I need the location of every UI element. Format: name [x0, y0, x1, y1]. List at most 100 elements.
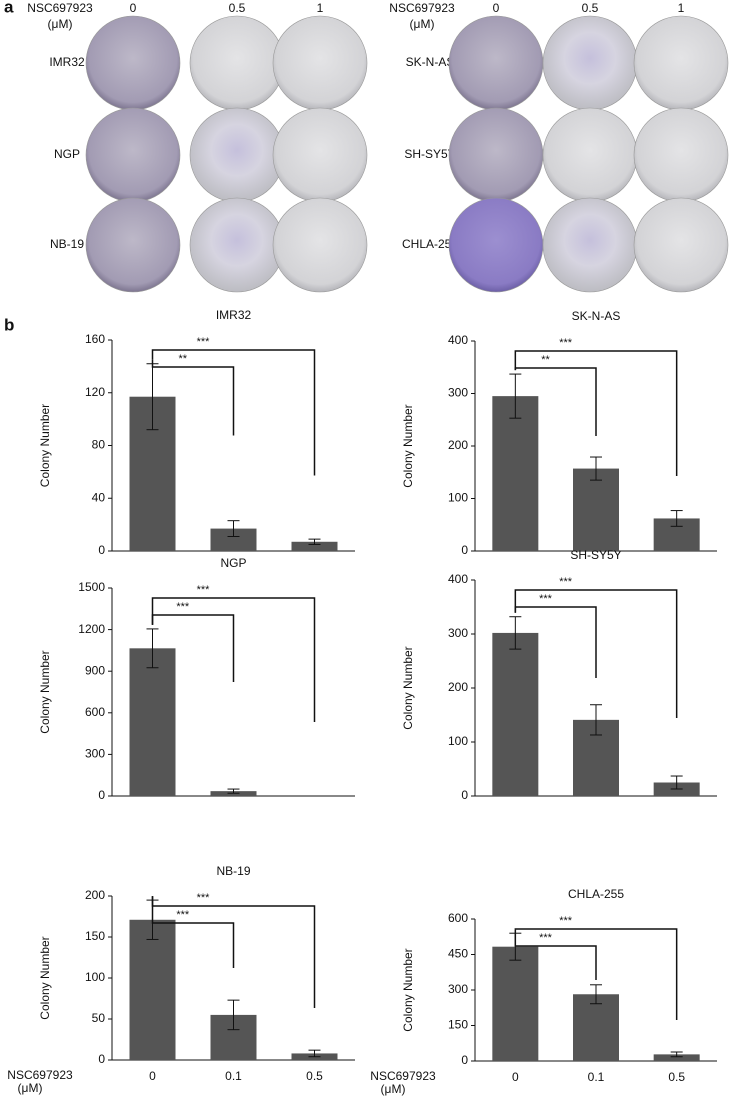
- significance-bracket: [151, 359, 235, 436]
- chart-title: NGP: [220, 556, 246, 570]
- plate: [85, 107, 181, 203]
- significance-label: ***: [559, 337, 573, 349]
- y-tick-label: 0: [461, 1053, 468, 1067]
- y-axis-label: Colony Number: [38, 404, 52, 487]
- x-tick-label: 0: [512, 1070, 519, 1084]
- y-tick-label: 400: [448, 572, 468, 586]
- cell-line-label: CHLA-255: [402, 237, 458, 251]
- y-tick-label: 80: [92, 438, 106, 452]
- chart-title: SH-SY5Y: [570, 548, 621, 562]
- drug-unit: (μM): [410, 17, 435, 31]
- significance-bracket: [151, 349, 316, 476]
- y-tick-label: 1200: [78, 622, 105, 636]
- plate: [448, 197, 544, 293]
- significance-label: ***: [539, 932, 553, 944]
- y-tick-label: 150: [448, 1018, 468, 1032]
- y-tick-label: 450: [448, 947, 468, 961]
- y-tick-label: 0: [461, 543, 468, 557]
- significance-bracket: [514, 350, 678, 476]
- y-tick-label: 100: [85, 970, 105, 984]
- y-tick-label: 300: [448, 982, 468, 996]
- plate: [272, 107, 368, 203]
- plate: [633, 107, 729, 203]
- y-tick-label: 0: [98, 1052, 105, 1066]
- dose-label: 0: [493, 1, 500, 15]
- y-axis-label: Colony Number: [401, 404, 415, 487]
- significance-bracket: [514, 929, 597, 980]
- bar: [492, 946, 539, 1061]
- x-tick-label: 0.5: [306, 1069, 323, 1083]
- significance-label: ***: [197, 336, 211, 348]
- significance-bracket: [151, 896, 316, 1008]
- plate: [633, 197, 729, 293]
- y-tick-label: 100: [448, 734, 468, 748]
- panel-label: b: [4, 315, 14, 334]
- y-tick-label: 160: [85, 332, 105, 346]
- significance-label: ***: [197, 892, 211, 904]
- y-tick-label: 200: [448, 438, 468, 452]
- significance-label: ***: [197, 584, 211, 596]
- dose-label: 0.5: [582, 1, 599, 15]
- plate: [542, 15, 638, 111]
- dose-label: 0.5: [229, 1, 246, 15]
- cell-line-label: NB-19: [50, 237, 84, 251]
- drug-unit: (μM): [48, 17, 73, 31]
- bar: [129, 919, 176, 1060]
- plate: [189, 15, 285, 111]
- y-tick-label: 0: [461, 788, 468, 802]
- x-tick-label: 0: [149, 1069, 156, 1083]
- cell-line-label: NGP: [54, 147, 80, 161]
- plate: [448, 15, 544, 111]
- plate: [272, 197, 368, 293]
- y-axis-label: Colony Number: [38, 650, 52, 733]
- dose-label: 0: [130, 1, 137, 15]
- bar: [653, 1054, 700, 1061]
- y-axis-label: Colony Number: [401, 646, 415, 729]
- dose-label: 1: [317, 1, 324, 15]
- y-tick-label: 400: [448, 333, 468, 347]
- y-tick-label: 200: [448, 680, 468, 694]
- x-axis-label: NSC697923: [7, 1068, 73, 1082]
- plate: [448, 107, 544, 203]
- y-tick-label: 1500: [78, 580, 105, 594]
- significance-label: ***: [539, 593, 553, 605]
- y-tick-label: 300: [448, 626, 468, 640]
- y-tick-label: 120: [85, 385, 105, 399]
- cell-line-label: SK-N-AS: [406, 55, 455, 69]
- y-tick-label: 300: [85, 747, 105, 761]
- plate: [85, 197, 181, 293]
- plate: [272, 15, 368, 111]
- significance-bracket: [514, 589, 678, 718]
- plate: [189, 197, 285, 293]
- y-tick-label: 0: [98, 543, 105, 557]
- drug-label: NSC697923: [27, 1, 93, 15]
- chart-title: NB-19: [216, 864, 250, 878]
- plate: [542, 197, 638, 293]
- x-axis-label: NSC697923: [370, 1069, 436, 1083]
- chart-title: IMR32: [216, 308, 252, 322]
- y-axis-label: Colony Number: [401, 948, 415, 1031]
- plate: [85, 15, 181, 111]
- significance-label: ***: [559, 915, 573, 927]
- cell-line-label: IMR32: [49, 55, 85, 69]
- bar: [573, 468, 619, 551]
- plate: [189, 107, 285, 203]
- significance-label: ***: [176, 601, 190, 613]
- significance-label: ***: [176, 909, 190, 921]
- significance-bracket: [151, 896, 235, 968]
- y-tick-label: 150: [85, 929, 105, 943]
- x-tick-label: 0.1: [588, 1070, 605, 1084]
- significance-bracket: [514, 928, 678, 1020]
- x-tick-label: 0.1: [225, 1069, 242, 1083]
- y-tick-label: 300: [448, 386, 468, 400]
- significance-label: ***: [559, 576, 573, 588]
- x-tick-label: 0.5: [668, 1070, 685, 1084]
- plate: [542, 107, 638, 203]
- bar: [210, 528, 257, 551]
- x-axis-unit: (μM): [381, 1082, 406, 1096]
- bar: [492, 396, 539, 551]
- chart-title: CHLA-255: [568, 887, 624, 901]
- significance-label: **: [178, 353, 187, 365]
- y-tick-label: 200: [85, 888, 105, 902]
- chart-title: SK-N-AS: [572, 309, 621, 323]
